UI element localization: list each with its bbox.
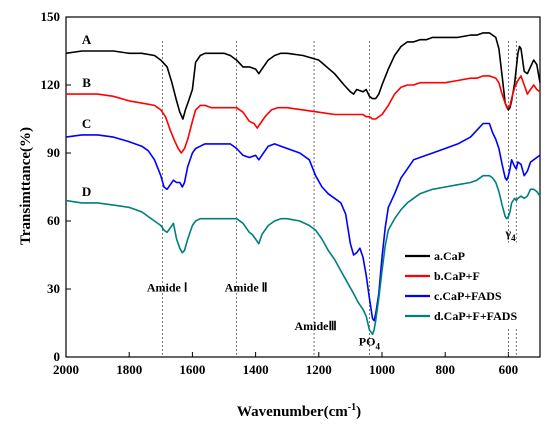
y-tick-label: 30 xyxy=(47,281,60,296)
x-tick-label: 1400 xyxy=(243,362,269,377)
series-line xyxy=(65,122,541,322)
axes: 2000 1800 1600 1400 1200 1000 800 600 0 30 60 90 120… xyxy=(41,9,541,377)
y-axis-title: Transimttance(%) xyxy=(18,127,34,245)
x-axis-title: Wavenumber(cm-1) xyxy=(237,402,361,420)
x-tick-label: 600 xyxy=(499,362,519,377)
curve-letter: C xyxy=(82,116,91,131)
curve-letters: A B C D xyxy=(82,32,92,199)
y-tick-label: 0 xyxy=(54,349,61,364)
series-line xyxy=(66,75,541,154)
curve-letter: D xyxy=(82,184,91,199)
x-tick-label: 800 xyxy=(435,362,455,377)
annotation: PO4 xyxy=(359,335,381,352)
legend-label: d.CaP+F+FADS xyxy=(434,309,517,323)
y-tick-label: 150 xyxy=(41,9,61,24)
y-tick-label: 60 xyxy=(47,213,60,228)
series-line xyxy=(65,174,541,336)
legend: a.CaP b.CaP+F c.CaP+FADS d.CaP+F+FADS xyxy=(399,242,534,328)
x-tick-label: 1600 xyxy=(179,362,205,377)
x-tick-label: 1200 xyxy=(306,362,332,377)
y-tick-label: 90 xyxy=(47,145,60,160)
annotation: Amide Ⅱ xyxy=(225,280,268,294)
plot-frame xyxy=(65,16,541,358)
annotation: γ4 xyxy=(505,226,517,243)
x-tick-label: 2000 xyxy=(53,362,79,377)
x-tick-label: 1800 xyxy=(116,362,142,377)
x-tick-label: 1000 xyxy=(369,362,395,377)
series-line xyxy=(65,32,541,120)
annotation: Amide Ⅰ xyxy=(147,280,188,294)
curve-letter: B xyxy=(82,75,91,90)
series-lines xyxy=(65,32,541,336)
y-tick-label: 120 xyxy=(41,77,61,92)
annotations: Amide Ⅰ Amide Ⅱ AmideⅢ PO4 γ4 xyxy=(147,226,516,352)
annotation: AmideⅢ xyxy=(294,319,336,333)
legend-label: a.CaP xyxy=(434,249,465,263)
curve-letter: A xyxy=(82,32,92,47)
legend-label: b.CaP+F xyxy=(434,269,480,283)
legend-label: c.CaP+FADS xyxy=(434,289,502,303)
reference-lines xyxy=(161,41,517,357)
